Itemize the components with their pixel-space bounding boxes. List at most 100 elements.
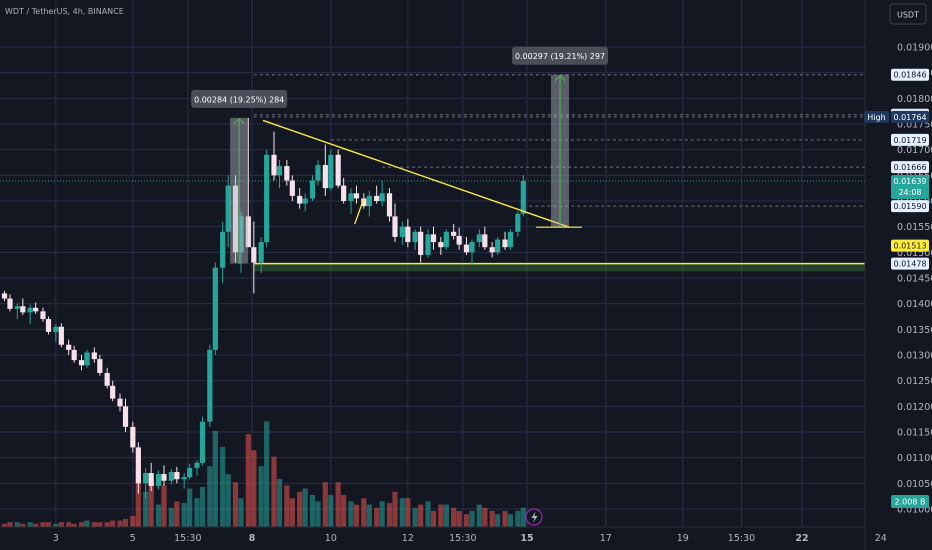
candle-body: [7, 298, 13, 309]
volume-bar: [66, 522, 72, 527]
volume-bar: [78, 522, 85, 527]
candle-body: [328, 154, 334, 189]
volume-bar: [353, 504, 360, 527]
candle-body: [251, 247, 257, 263]
x-tick-label: 24: [875, 533, 887, 544]
x-tick-label: 17: [600, 533, 612, 544]
high-tag-box: [864, 110, 889, 123]
candle-body: [168, 472, 174, 481]
candle-body: [418, 231, 424, 255]
price-badges: 0.018460.017680.01764High0.017190.016660…: [864, 68, 929, 508]
volume-bar: [322, 482, 328, 527]
candle-body: [315, 165, 321, 181]
candle-body: [212, 267, 218, 350]
currency-button[interactable]: USDT: [889, 3, 927, 25]
candle-body: [405, 226, 411, 243]
volume-badge-label: 2.008 B: [895, 498, 926, 507]
price-axis: [864, 0, 932, 550]
yellow-arrow: [354, 198, 365, 225]
volume-bar: [276, 479, 283, 527]
triangle-resistance-line: [262, 119, 570, 228]
price-badge: [891, 174, 929, 199]
drawings: 0.00284 (19.25%) 284 0.00297 (19.21%) 297: [191, 46, 608, 264]
volume-bar: [130, 515, 136, 527]
volume-bar: [315, 501, 321, 527]
volume-bar: [482, 507, 488, 527]
candle-body: [84, 352, 90, 366]
candle-body: [14, 306, 20, 309]
lightning-button[interactable]: [525, 508, 543, 526]
volume-bar: [7, 522, 13, 527]
candle-body: [199, 421, 206, 463]
volume-bar: [495, 514, 501, 527]
x-tick-label: 15: [520, 533, 533, 544]
x-tick-labels: 3 5 15:30 8 10 12 15:30 15 17 19 15:30 22 24: [0, 526, 887, 544]
candle-body: [515, 213, 521, 232]
volume-bar: [341, 495, 347, 527]
candle-body: [271, 154, 277, 176]
volume-bar: [161, 485, 167, 527]
volume-bar: [33, 523, 39, 527]
candle-body: [71, 349, 77, 361]
volume-bar: [58, 522, 64, 527]
volume-bar: [430, 511, 437, 527]
volume-bar: [463, 514, 470, 527]
volume-bar: [174, 501, 180, 527]
price-badge: [891, 161, 929, 174]
candle-body: [374, 195, 380, 201]
volume-bar: [469, 511, 475, 527]
candle-body: [130, 426, 136, 448]
volume-bar: [91, 522, 97, 527]
volume-bar: [335, 482, 341, 527]
volume-bar: [456, 511, 462, 527]
measure-label: 0.00297 (19.21%) 297: [515, 52, 605, 61]
volume-bar: [361, 498, 367, 527]
volume-badge: [891, 495, 929, 508]
volume-bar: [520, 507, 526, 527]
candle-body: [187, 467, 193, 478]
price-badge-label: 0.01478: [893, 260, 926, 269]
candle-body: [309, 180, 316, 199]
measure-label-box: [191, 89, 288, 108]
price-badge-label: 0.01639: [893, 177, 926, 186]
volume-bar: [71, 523, 77, 527]
volume-bar: [507, 514, 514, 527]
candle-body: [495, 239, 501, 253]
price-badge-label: 0.01719: [893, 136, 926, 145]
volume-bar: [84, 520, 90, 527]
volume-bars: [1, 421, 526, 527]
lightning-icon[interactable]: [531, 511, 538, 524]
volume-bar: [225, 474, 231, 527]
candle-body: [520, 180, 526, 214]
volume-bar: [53, 523, 59, 527]
x-tick-label: 19: [677, 533, 689, 544]
candle-body: [302, 198, 308, 204]
volume-bar: [135, 469, 141, 527]
volume-bar: [232, 482, 239, 527]
candle-body: [40, 311, 46, 320]
price-badge: [891, 239, 929, 252]
volume-bar: [451, 507, 457, 527]
volume-bar: [515, 511, 521, 527]
candle-body: [469, 242, 475, 253]
currency-label[interactable]: USDT: [897, 11, 919, 20]
volume-bar: [271, 456, 277, 527]
volume-bar: [289, 498, 295, 527]
currency-button-frame[interactable]: [889, 3, 927, 25]
volume-bar: [212, 431, 218, 527]
candle-body: [438, 242, 444, 248]
price-badge-label: 0.01590: [893, 202, 926, 211]
candle-body: [66, 344, 72, 350]
candle-body: [264, 154, 270, 243]
volume-bar: [97, 522, 103, 527]
grid: [0, 0, 882, 527]
volume-bar: [1, 523, 8, 527]
